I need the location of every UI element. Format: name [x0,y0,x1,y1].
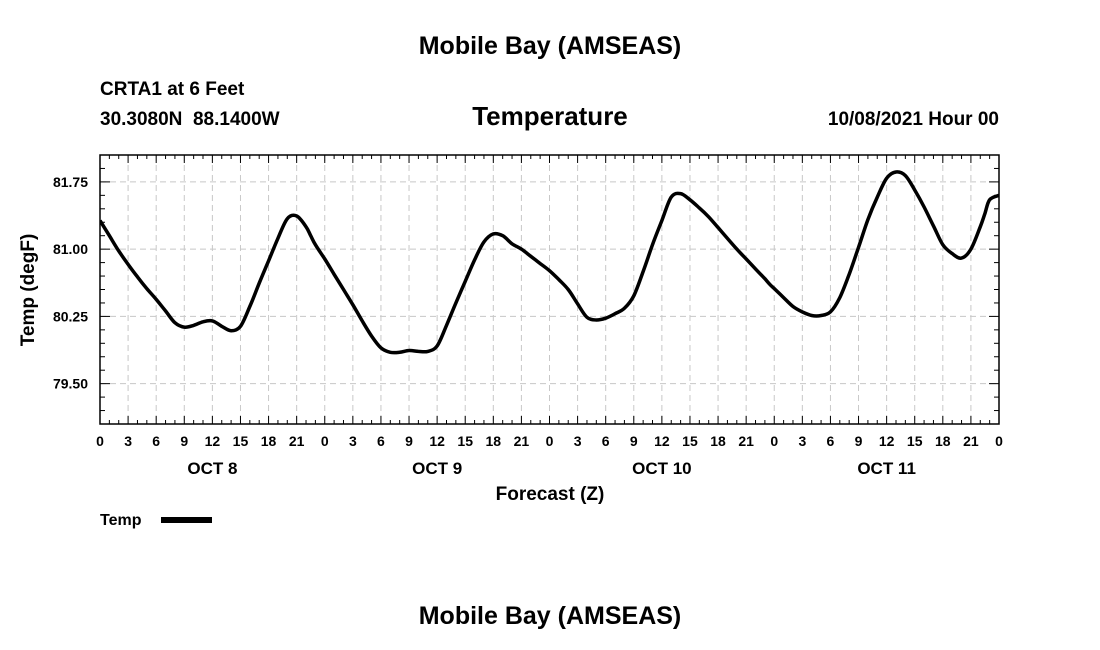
x-tick-label: 18 [261,433,277,449]
x-tick-label: 9 [855,433,863,449]
x-tick-label: 0 [321,433,329,449]
x-tick-label: 6 [827,433,835,449]
x-tick-label: 21 [738,433,754,449]
y-axis-label: Temp (degF) [18,234,39,347]
y-tick-label: 80.25 [53,308,88,324]
x-tick-label: 12 [654,433,670,449]
x-tick-label: 6 [152,433,160,449]
tick-labels: 0 3 6 9 12 15 18 21 0 3 6 9 12 15 18 21 0 3 6 9 12 15 18 21 0 3 6 9… [53,174,1003,478]
x-tick-label: 9 [630,433,638,449]
gridlines [100,155,999,424]
chart-title: Mobile Bay (AMSEAS) [419,32,682,60]
x-tick-label: 9 [405,433,413,449]
y-tick-label: 81.75 [53,174,88,190]
x-tick-label: 18 [710,433,726,449]
day-label: OCT 11 [857,459,916,478]
datetime-label: 10/08/2021 Hour 00 [828,109,999,130]
x-tick-label: 18 [486,433,502,449]
x-tick-label: 0 [96,433,104,449]
legend-label: Temp [100,512,142,529]
x-tick-label: 12 [205,433,221,449]
x-tick-label: 21 [289,433,305,449]
x-tick-label: 21 [514,433,530,449]
x-tick-label: 15 [682,433,698,449]
plot-frame [99,154,1000,425]
station-label: CRTA1 at 6 Feet [100,79,245,100]
day-label: OCT 9 [412,459,462,478]
x-tick-label: 3 [574,433,582,449]
x-tick-label: 3 [798,433,806,449]
x-axis-label: Forecast (Z) [496,484,605,505]
y-tick-label: 81.00 [53,241,88,257]
x-tick-label: 6 [602,433,610,449]
day-label: OCT 8 [187,459,237,478]
x-tick-label: 21 [963,433,979,449]
day-label: OCT 10 [632,459,692,478]
x-tick-label: 12 [429,433,445,449]
x-tick-label: 15 [907,433,923,449]
x-tick-label: 18 [935,433,951,449]
temp-series-line [100,170,999,355]
x-tick-label: 3 [124,433,132,449]
footer-title: Mobile Bay (AMSEAS) [419,602,682,630]
x-tick-label: 0 [770,433,778,449]
series-layer [100,170,999,355]
x-tick-label: 3 [349,433,357,449]
y-tick-label: 79.50 [53,376,88,392]
x-tick-label: 6 [377,433,385,449]
x-tick-label: 9 [180,433,188,449]
x-tick-label: 0 [995,433,1003,449]
x-tick-label: 15 [457,433,473,449]
x-tick-label: 0 [546,433,554,449]
variable-title: Temperature [472,101,628,131]
x-tick-label: 15 [233,433,249,449]
coordinates-label: 30.3080N 88.1400W [100,109,280,130]
x-tick-label: 12 [879,433,895,449]
